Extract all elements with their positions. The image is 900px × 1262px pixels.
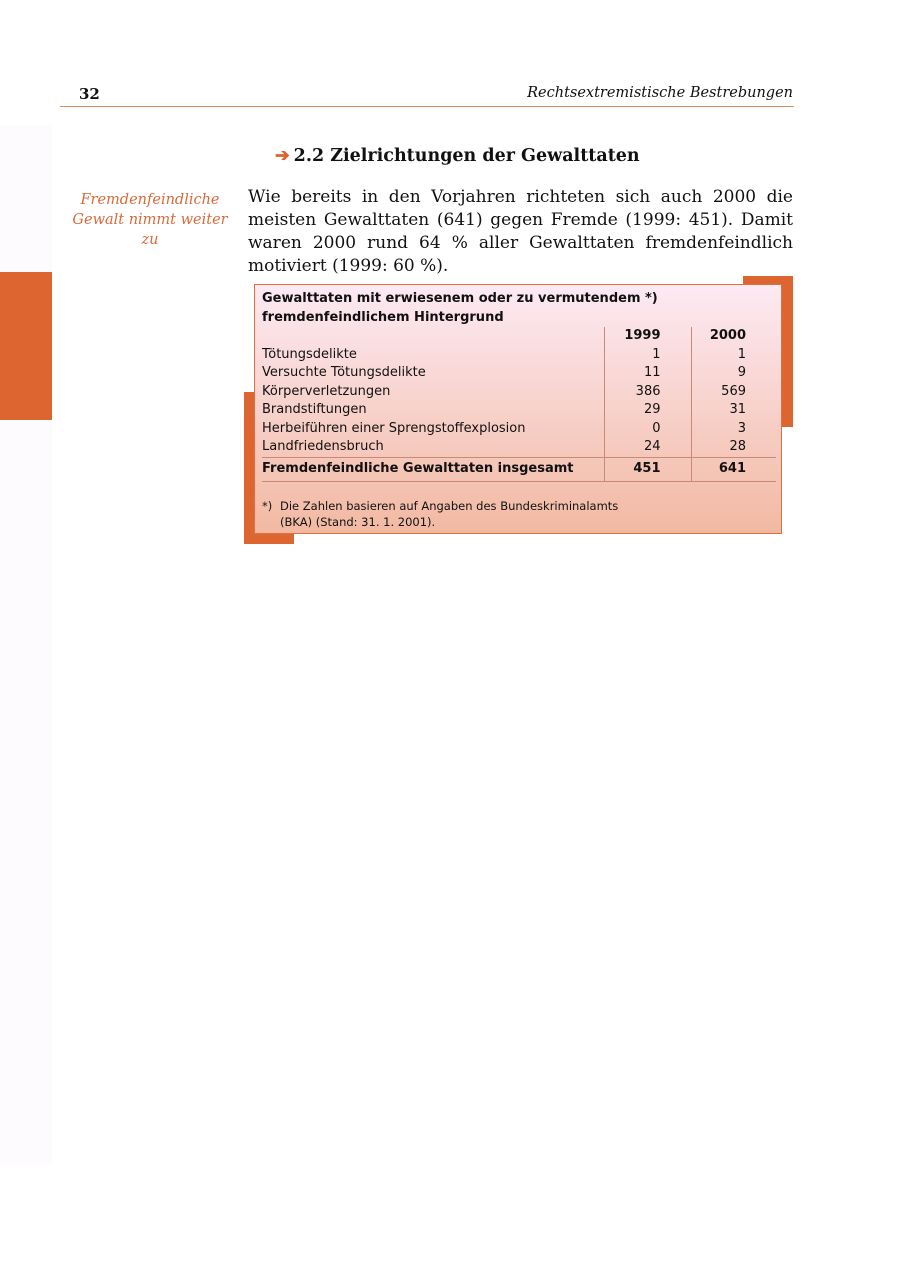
cell-2000: 28 <box>690 438 776 457</box>
row-label: Versuchte Tötungsdelikte <box>262 365 426 380</box>
section-title: 2.2 Zielrichtungen der Gewalttaten <box>293 146 640 166</box>
cell-2000: 1 <box>690 345 776 364</box>
table-row: Herbeiführen einer Sprengstoffexplosion 0… <box>262 419 776 438</box>
page-number: 32 <box>79 85 100 103</box>
cell-2000: 9 <box>690 364 776 383</box>
row-label: Tötungsdelikte <box>262 346 357 362</box>
row-label: Fremdenfeindliche Gewalttaten insgesamt <box>262 456 604 482</box>
footnote-mark: *) <box>262 498 273 513</box>
cell-1999: 386 <box>603 382 691 401</box>
row-label: Herbeiführen einer Sprengstoffexplosion <box>262 420 526 436</box>
cell-2000: 641 <box>690 456 776 482</box>
cell-1999: 451 <box>603 456 691 482</box>
cell-1999: 11 <box>603 364 691 383</box>
cell-1999: 0 <box>603 419 691 438</box>
cell-2000: 569 <box>690 382 776 401</box>
row-label: Körperverletzungen <box>262 383 391 399</box>
header-rule <box>60 106 794 107</box>
running-title: Rechtsextremistische Bestrebungen <box>527 85 793 101</box>
statistics-table: 1999 2000 Tötungsdelikte 1 1 Versuchte Tötu… <box>262 327 776 482</box>
row-label: Landfriedensbruch <box>262 439 384 454</box>
footnote-text: Die Zahlen basieren auf Angaben des Bund… <box>280 498 619 529</box>
cell-2000: 31 <box>690 401 776 420</box>
table-row: Körperverletzungen 386 569 <box>262 382 776 401</box>
header-cell: 2000 <box>690 327 776 346</box>
right-arrow-icon: ➔ <box>275 146 290 166</box>
row-label: Brandstiftungen <box>262 402 367 417</box>
cell-1999: 29 <box>603 401 691 420</box>
cell-1999: 24 <box>603 438 691 457</box>
table-row: Versuchte Tötungsdelikte 11 9 <box>262 364 776 383</box>
section-heading: ➔ 2.2 Zielrichtungen der Gewalttaten <box>275 146 640 166</box>
table-title: Gewalttaten mit erwiesenem oder zu vermu… <box>262 291 658 325</box>
footnote: *) Die Zahlen basieren auf Angaben des B… <box>262 498 774 530</box>
cell-2000: 3 <box>690 419 776 438</box>
table-row: Landfriedensbruch 24 28 <box>262 438 776 457</box>
header-cell: 1999 <box>603 327 691 346</box>
table-row: Brandstiftungen 29 31 <box>262 401 776 420</box>
statistics-box: Gewalttaten mit erwiesenem oder zu vermu… <box>254 284 782 534</box>
body-paragraph: Wie bereits in den Vorjahren richteten s… <box>248 187 793 276</box>
chapter-tab <box>0 272 52 420</box>
table-total-row: Fremdenfeindliche Gewalttaten insgesamt 4… <box>262 456 776 482</box>
margin-note: Fremdenfeindliche Gewalt nimmt weiter zu <box>72 192 228 248</box>
table-row: Tötungsdelikte 1 1 <box>262 345 776 364</box>
table-header-row: 1999 2000 <box>262 327 776 346</box>
cell-1999: 1 <box>603 345 691 364</box>
header-cell <box>262 327 604 346</box>
